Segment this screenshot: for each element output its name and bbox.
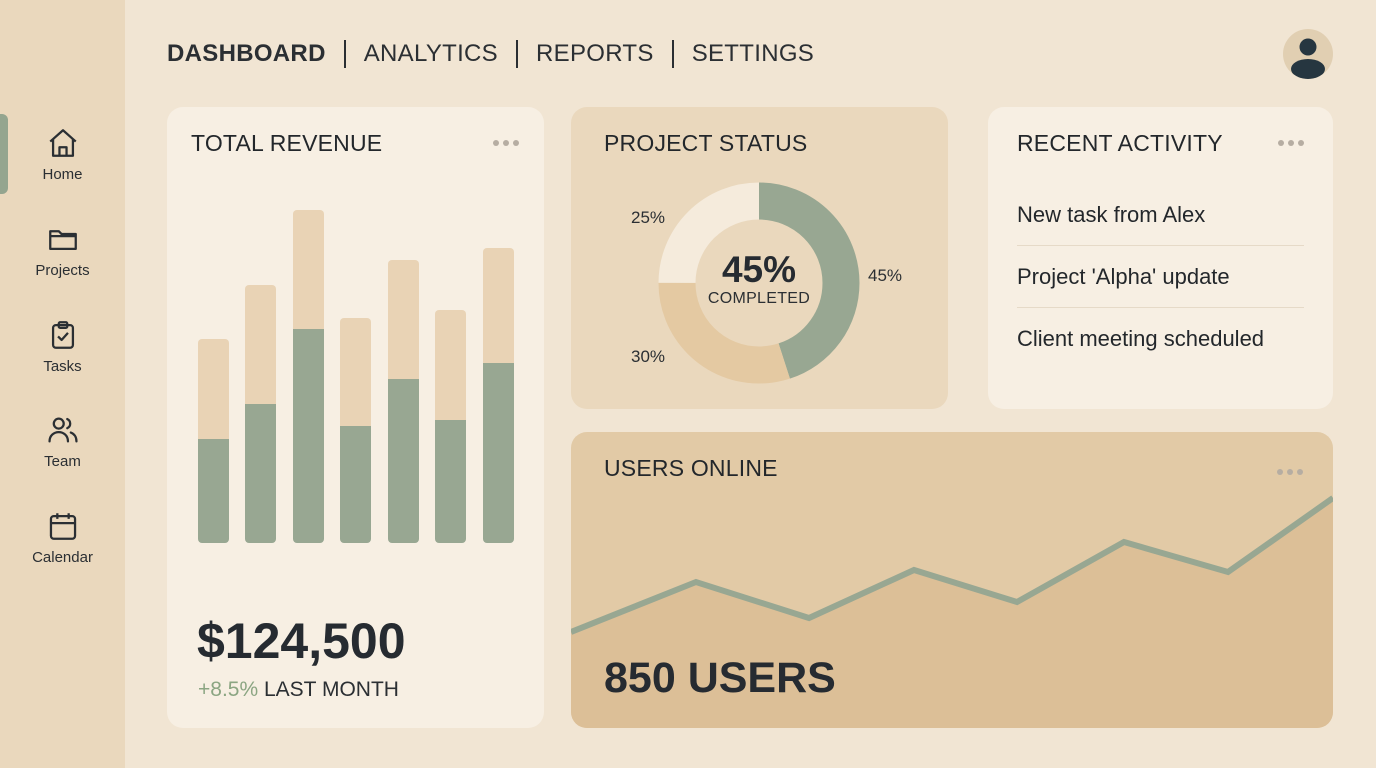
card-title: USERS ONLINE bbox=[604, 455, 778, 481]
tab-analytics[interactable]: ANALYTICS bbox=[363, 40, 498, 67]
recent-activity-card: RECENT ACTIVITY New task from Alex Proje… bbox=[988, 107, 1333, 409]
sidebar-item-label: Calendar bbox=[32, 549, 93, 566]
users-icon bbox=[47, 417, 78, 443]
donut-chart bbox=[658, 182, 860, 384]
project-status-card: PROJECT STATUS 45% COMPLETED 25% 45% 30% bbox=[571, 107, 948, 409]
users-online-value: 850 USERS bbox=[604, 654, 836, 702]
bar bbox=[340, 318, 371, 543]
donut-center: 45% COMPLETED bbox=[689, 250, 829, 308]
completed-percent: 45% bbox=[721, 249, 797, 290]
delta-label: LAST MONTH bbox=[263, 678, 399, 701]
active-indicator bbox=[0, 114, 8, 194]
sidebar-item-calendar[interactable]: Calendar bbox=[0, 509, 125, 567]
nav-divider bbox=[343, 40, 346, 68]
tab-settings[interactable]: SETTINGS bbox=[691, 40, 815, 67]
calendar-icon bbox=[49, 513, 76, 540]
sidebar: Home Projects Tasks Team Calendar bbox=[0, 0, 125, 768]
divider bbox=[1017, 245, 1304, 246]
total-revenue-card: TOTAL REVENUE $124,500 +8.5% LAST MONTH bbox=[167, 107, 544, 728]
completed-percent-label: 45% bbox=[868, 266, 903, 285]
tab-dashboard[interactable]: DASHBOARD bbox=[167, 40, 326, 67]
sidebar-item-label: Team bbox=[44, 453, 81, 470]
nav-divider bbox=[516, 40, 518, 68]
user-avatar[interactable] bbox=[1283, 29, 1333, 79]
activity-item[interactable]: Project 'Alpha' update bbox=[1017, 264, 1230, 289]
folder-icon bbox=[48, 230, 77, 251]
divider bbox=[1017, 307, 1304, 308]
bar bbox=[293, 210, 324, 543]
more-horizontal-icon[interactable] bbox=[1277, 465, 1303, 479]
bar bbox=[435, 310, 466, 543]
card-title: PROJECT STATUS bbox=[604, 130, 808, 156]
completed-label: COMPLETED bbox=[707, 290, 811, 307]
revenue-delta: +8.5% LAST MONTH bbox=[198, 678, 399, 702]
sidebar-item-label: Projects bbox=[35, 262, 90, 279]
revenue-value: $124,500 bbox=[197, 613, 406, 669]
delta-percent: +8.5% bbox=[198, 678, 259, 701]
sidebar-item-projects[interactable]: Projects bbox=[0, 222, 125, 280]
users-online-card: USERS ONLINE 850 USERS bbox=[571, 432, 1333, 728]
more-horizontal-icon[interactable] bbox=[493, 136, 519, 150]
bar bbox=[483, 248, 514, 543]
in-progress-percent-label: 30% bbox=[631, 347, 666, 366]
activity-item[interactable]: New task from Alex bbox=[1017, 202, 1206, 227]
top-navigation: DASHBOARD ANALYTICS REPORTS SETTINGS bbox=[167, 38, 814, 70]
bar bbox=[245, 285, 276, 543]
sidebar-item-team[interactable]: Team bbox=[0, 413, 125, 471]
bar bbox=[198, 339, 229, 543]
users-area-chart bbox=[571, 495, 1333, 728]
sidebar-item-label: Home bbox=[42, 166, 83, 183]
sidebar-item-home[interactable]: Home bbox=[0, 126, 125, 184]
home-icon bbox=[48, 129, 77, 157]
activity-item[interactable]: Client meeting scheduled bbox=[1017, 326, 1265, 351]
user-avatar-icon bbox=[1291, 38, 1325, 79]
card-title: TOTAL REVENUE bbox=[191, 130, 383, 156]
sidebar-item-label: Tasks bbox=[43, 358, 82, 375]
card-title: RECENT ACTIVITY bbox=[1017, 130, 1223, 156]
bar bbox=[388, 260, 419, 543]
more-horizontal-icon[interactable] bbox=[1278, 136, 1304, 150]
pending-percent-label: 25% bbox=[631, 208, 666, 227]
clipboard-check-icon bbox=[51, 321, 74, 349]
sidebar-item-tasks[interactable]: Tasks bbox=[0, 318, 125, 376]
tab-reports[interactable]: REPORTS bbox=[536, 40, 654, 67]
nav-divider bbox=[671, 40, 674, 68]
